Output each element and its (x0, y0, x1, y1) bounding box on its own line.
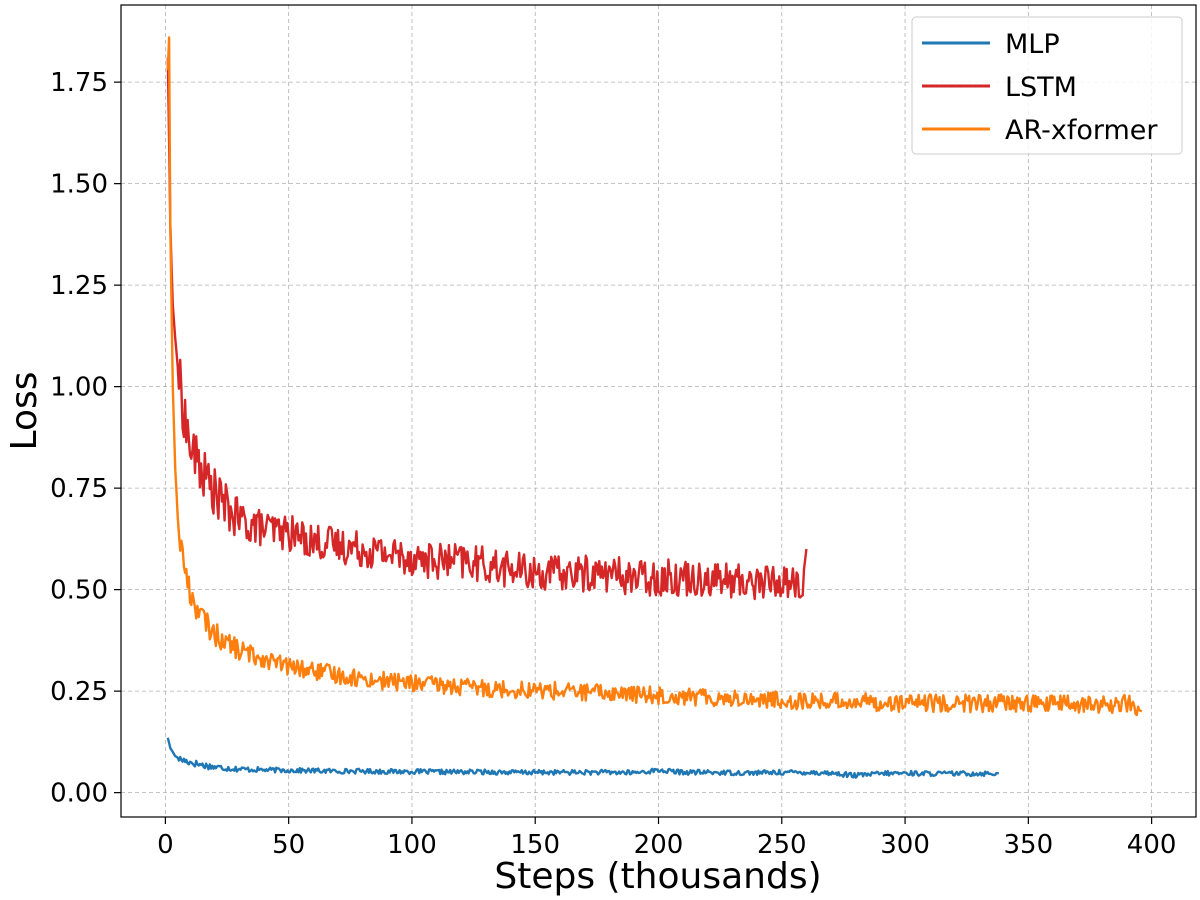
series-line-lstm (166, 57, 808, 601)
series-line-mlp (166, 737, 999, 779)
y-tick-label: 0.25 (50, 677, 108, 707)
x-tick-label: 350 (1004, 830, 1054, 860)
x-tick-label: 200 (634, 830, 684, 860)
y-axis-label: Loss (4, 372, 45, 451)
y-tick-label: 0.50 (50, 576, 108, 606)
x-tick-label: 50 (272, 830, 305, 860)
x-tick-label: 250 (757, 830, 807, 860)
legend-box (911, 16, 1183, 155)
x-tick-label: 300 (880, 830, 930, 860)
x-tick-label: 150 (510, 830, 560, 860)
x-axis-label: Steps (thousands) (494, 856, 821, 897)
y-tick-label: 1.00 (50, 373, 108, 403)
y-tick-label: 0.75 (50, 474, 108, 504)
y-tick-label: 1.50 (50, 170, 108, 200)
series-line-ar-xformer (166, 36, 1143, 717)
y-axis-ticks: 0.00 0.25 0.50 0.75 1.00 1.25 1.50 1.75 (50, 68, 121, 809)
x-tick-label: 100 (387, 830, 437, 860)
x-axis-ticks: 0 50 100 150 200 250 300 350 400 (157, 817, 1176, 860)
x-tick-label: 400 (1127, 830, 1177, 860)
legend-label: LSTM (1005, 72, 1077, 103)
series-lines (166, 36, 1143, 779)
legend-label: AR-xformer (1005, 115, 1158, 146)
y-tick-label: 1.25 (50, 271, 108, 301)
x-tick-label: 0 (157, 830, 174, 860)
legend: MLP LSTM AR-xformer (911, 16, 1183, 155)
y-tick-label: 0.00 (50, 779, 108, 809)
y-tick-label: 1.75 (50, 68, 108, 98)
legend-label: MLP (1005, 29, 1060, 60)
